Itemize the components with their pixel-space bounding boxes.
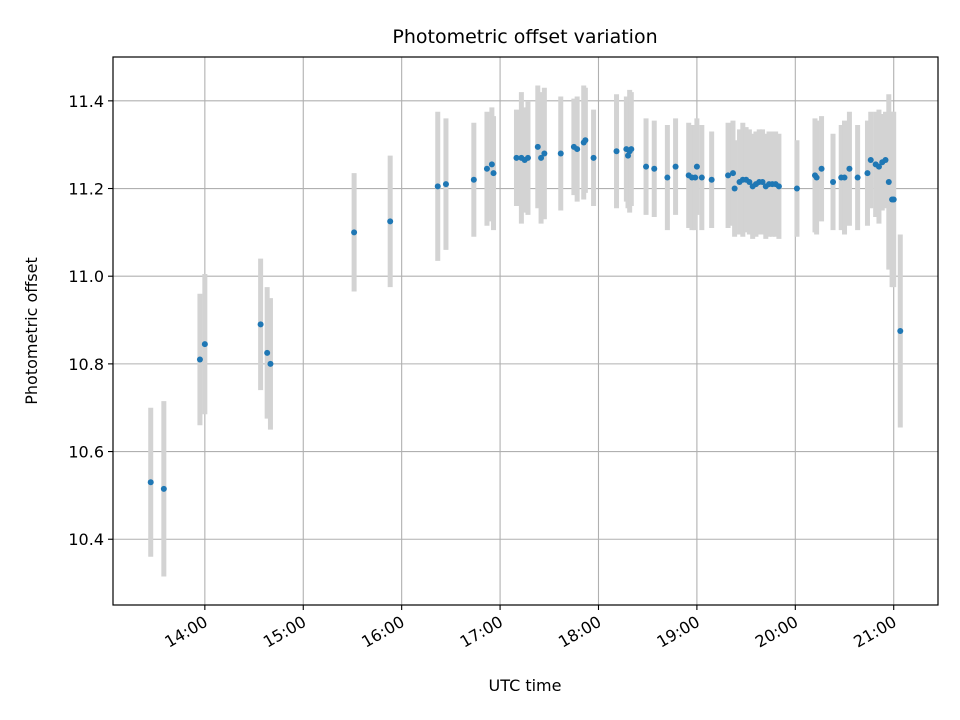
data-point bbox=[524, 154, 531, 161]
data-point bbox=[854, 174, 861, 181]
data-point bbox=[830, 178, 837, 185]
data-point bbox=[490, 170, 497, 177]
data-point bbox=[846, 165, 853, 172]
data-point bbox=[885, 178, 892, 185]
data-point bbox=[731, 185, 738, 192]
chart-title: Photometric offset variation bbox=[392, 26, 657, 48]
data-point bbox=[351, 229, 358, 236]
data-point bbox=[160, 485, 167, 492]
data-point bbox=[541, 150, 548, 157]
data-point bbox=[470, 176, 477, 183]
plot-frame bbox=[112, 56, 939, 606]
y-axis-label: Photometric offset bbox=[22, 257, 41, 405]
y-tick-label: 11.0 bbox=[68, 267, 104, 286]
data-point bbox=[442, 181, 449, 188]
data-point bbox=[488, 161, 495, 168]
data-point bbox=[759, 178, 766, 185]
data-point bbox=[693, 163, 700, 170]
y-tick-label: 10.6 bbox=[68, 443, 104, 462]
data-point bbox=[582, 137, 589, 144]
data-point bbox=[201, 341, 208, 348]
y-tick-label: 10.4 bbox=[68, 530, 104, 549]
x-axis-label: UTC time bbox=[489, 676, 562, 695]
data-point bbox=[387, 218, 394, 225]
data-point bbox=[897, 328, 904, 334]
data-point bbox=[672, 163, 679, 170]
data-point bbox=[793, 185, 800, 192]
data-point bbox=[698, 174, 705, 181]
data-point bbox=[147, 479, 154, 486]
data-point bbox=[483, 165, 490, 172]
data-point bbox=[628, 146, 635, 153]
data-point bbox=[725, 172, 732, 179]
data-point bbox=[882, 157, 889, 164]
point-layer bbox=[147, 137, 904, 492]
data-point bbox=[708, 176, 715, 183]
data-point bbox=[664, 174, 671, 181]
data-point bbox=[574, 146, 581, 153]
data-point bbox=[692, 174, 699, 181]
data-point bbox=[775, 183, 782, 190]
data-point bbox=[557, 150, 564, 157]
data-point bbox=[746, 178, 753, 185]
data-point bbox=[864, 170, 871, 177]
data-point bbox=[813, 174, 820, 181]
data-point bbox=[729, 170, 736, 177]
data-point bbox=[590, 154, 597, 161]
data-point bbox=[818, 165, 825, 172]
data-point bbox=[257, 321, 264, 328]
data-point bbox=[513, 154, 520, 161]
data-point bbox=[651, 165, 658, 172]
data-point bbox=[875, 163, 882, 170]
data-point bbox=[267, 360, 274, 367]
y-tick-label: 10.8 bbox=[68, 355, 104, 374]
data-point bbox=[890, 196, 897, 203]
data-point bbox=[534, 143, 541, 150]
y-tick-label: 11.4 bbox=[68, 92, 104, 111]
data-point bbox=[538, 154, 545, 161]
y-tick-label: 11.2 bbox=[68, 180, 104, 199]
y-axis-ticks: 10.4 10.6 10.8 11.0 11.2 11.4 bbox=[68, 92, 113, 549]
data-point bbox=[434, 183, 441, 190]
data-point bbox=[841, 174, 848, 181]
data-point bbox=[264, 349, 271, 356]
data-point bbox=[867, 157, 874, 164]
data-point bbox=[196, 356, 203, 363]
data-point bbox=[643, 163, 650, 170]
data-point bbox=[613, 148, 620, 155]
